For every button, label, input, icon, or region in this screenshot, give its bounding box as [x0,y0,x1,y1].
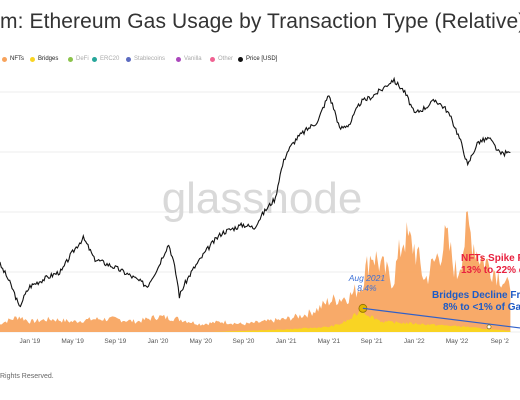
legend-label: Other [218,56,234,62]
legend-item[interactable]: Vanilla [176,56,202,62]
x-tick-label: Sep '20 [233,338,255,345]
x-tick-label: Jan '22 [404,338,425,345]
legend-item[interactable]: ERC20 [92,56,119,62]
legend-item[interactable]: Other [210,56,233,62]
x-tick-label: May '21 [318,338,341,345]
legend-item[interactable]: DeFi [68,56,89,62]
legend-label: DeFi [76,56,89,62]
x-tick-label: May '22 [446,338,469,345]
legend-label: Vanilla [184,56,202,62]
legend-dot-icon [92,56,97,62]
price-layer [0,76,511,308]
legend-label: Stablecoins [134,56,166,62]
x-tick-label: Jan '19 [20,338,41,345]
legend-item[interactable]: NFTs [2,56,24,62]
chart-title: m: Ethereum Gas Usage by Transaction Typ… [0,10,520,33]
chart-legend: NFTs Bridges DeFi ERC20 Stablecoins Vanilla Ot… [0,56,520,68]
legend-item[interactable]: Price [USD] [238,56,277,62]
legend-dot-icon [176,56,181,62]
x-tick-label: May '20 [189,338,212,345]
x-tick-label: Sep '2 [491,338,510,345]
x-tick-label: May '19 [61,338,84,345]
x-axis: Jan '19 May '19 Sep '19 Jan '20 May '20 Sep '… [20,338,510,345]
legend-dot-icon [30,56,35,62]
x-tick-label: Sep '19 [104,338,126,345]
annotation-marker [486,324,492,330]
footer-text: Rights Reserved. [0,373,54,380]
area-layers [0,211,511,332]
annotation-trend-line [362,307,520,329]
x-tick-label: Sep '21 [361,338,383,345]
annotation-nft-line2: 13% to 22% of [461,265,520,276]
annotation-aug2021-label: Aug 2021 [348,273,386,283]
legend-dot-icon [2,56,7,62]
watermark: glassnode [162,174,363,223]
series-area-nfts [0,211,511,332]
legend-label: Price [USD] [246,56,278,62]
series-area-bridges [0,309,511,332]
legend-label: ERC20 [100,56,120,62]
legend-dot-icon [238,56,243,62]
legend-label: NFTs [10,56,24,62]
legend-item[interactable]: Bridges [30,56,58,62]
legend-dot-icon [210,56,215,62]
annotation-nft-line1: NFTs Spike Fr [461,253,520,264]
annotation-bridge-line1: Bridges Decline From [432,290,520,301]
legend-dot-icon [126,56,131,62]
x-tick-label: Jan '20 [148,338,169,345]
series-line-price [0,76,511,308]
annotation-aug2021-value: 8.4% [357,283,377,293]
legend-dot-icon [68,56,73,62]
legend-label: Bridges [38,56,59,62]
legend-item[interactable]: Stablecoins [126,56,165,62]
annotation-bridge-line2: 8% to <1% of Gas [443,302,520,313]
x-tick-label: Jan '21 [276,338,297,345]
